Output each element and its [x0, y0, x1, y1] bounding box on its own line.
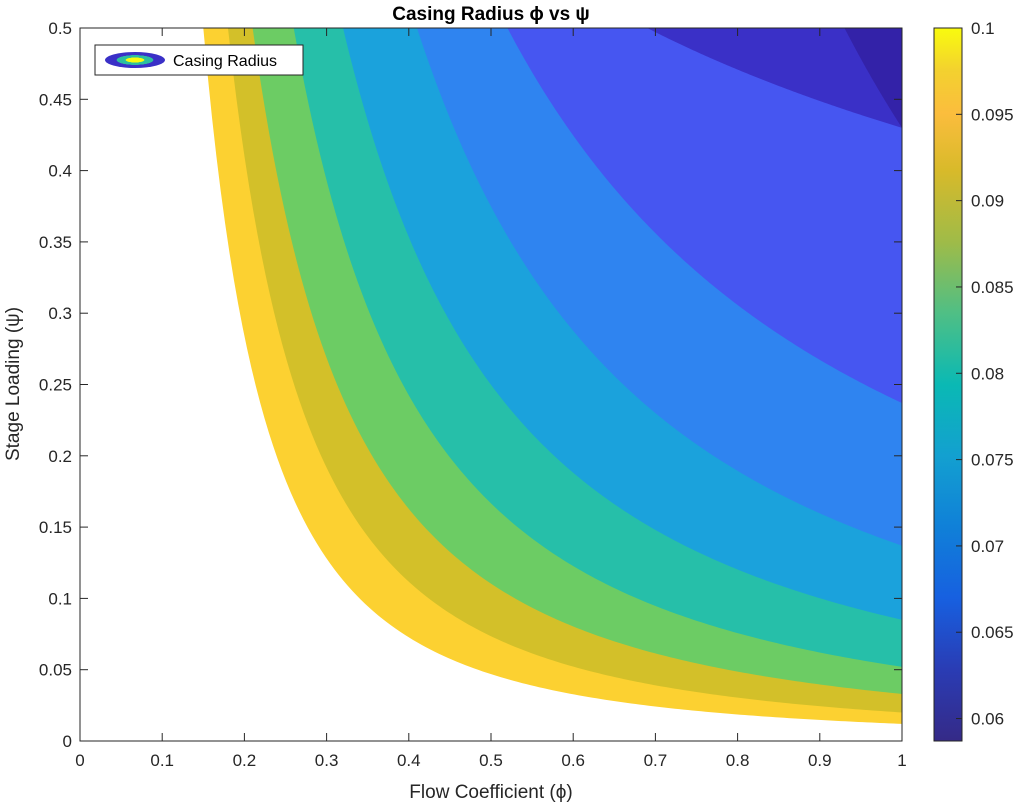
colorbar-tick-label: 0.095	[971, 105, 1014, 124]
y-tick-label: 0.3	[48, 304, 72, 323]
x-tick-label: 0	[75, 751, 84, 770]
x-tick-label: 0.7	[644, 751, 668, 770]
x-tick-label: 0.3	[315, 751, 339, 770]
x-tick-label: 0.4	[397, 751, 421, 770]
x-tick-label: 0.1	[150, 751, 174, 770]
y-tick-label: 0	[63, 732, 72, 751]
y-tick-label: 0.45	[39, 90, 72, 109]
y-tick-label: 0.15	[39, 518, 72, 537]
colorbar-tick-label: 0.085	[971, 278, 1014, 297]
y-tick-label: 0.05	[39, 661, 72, 680]
legend-label: Casing Radius	[173, 53, 277, 70]
y-axis-ticks: 0 0.05 0.1 0.15 0.2 0.25 0.3 0.35 0.4 0.45 0.5	[39, 19, 902, 751]
y-tick-label: 0.5	[48, 19, 72, 38]
y-tick-label: 0.35	[39, 233, 72, 252]
x-axis-label: Flow Coefficient (ϕ)	[409, 782, 572, 803]
y-tick-label: 0.2	[48, 447, 72, 466]
contour-band-8	[647, 28, 902, 128]
colorbar-tick-label: 0.07	[971, 537, 1004, 556]
colorbar-tick-label: 0.065	[971, 623, 1014, 642]
y-axis-label: Stage Loading (ψ)	[3, 307, 24, 461]
colorbar-ticks: 0.06 0.065 0.07 0.075 0.08 0.085 0.09 0.095 0.1	[956, 19, 1014, 729]
colorbar-tick-label: 0.06	[971, 710, 1004, 729]
x-tick-label: 0.6	[561, 751, 585, 770]
y-tick-label: 0.4	[48, 162, 72, 181]
colorbar-tick-label: 0.075	[971, 451, 1014, 470]
x-axis-ticks: 0 0.1 0.2 0.3 0.4 0.5 0.6 0.7 0.8 0.9 1	[75, 28, 907, 770]
x-tick-label: 0.9	[808, 751, 832, 770]
colorbar-tick-label: 0.09	[971, 192, 1004, 211]
x-tick-label: 0.5	[479, 751, 503, 770]
chart-title: Casing Radius ϕ vs ψ	[392, 4, 590, 25]
colorbar: 0.06 0.065 0.07 0.075 0.08 0.085 0.09 0.095 0.1	[933, 19, 1014, 742]
x-tick-label: 0.8	[726, 751, 750, 770]
colorbar-gradient	[933, 27, 963, 742]
legend-contour-icon	[105, 52, 165, 68]
colorbar-tick-label: 0.08	[971, 364, 1004, 383]
y-tick-label: 0.25	[39, 376, 72, 395]
legend: Casing Radius	[94, 44, 304, 76]
x-tick-label: 0.2	[233, 751, 257, 770]
y-tick-label: 0.1	[48, 589, 72, 608]
x-tick-label: 1	[897, 751, 906, 770]
contour-band-9	[844, 28, 902, 128]
contour-band-7	[507, 28, 902, 404]
contour-bands	[203, 28, 902, 724]
colorbar-tick-label: 0.1	[971, 19, 995, 38]
